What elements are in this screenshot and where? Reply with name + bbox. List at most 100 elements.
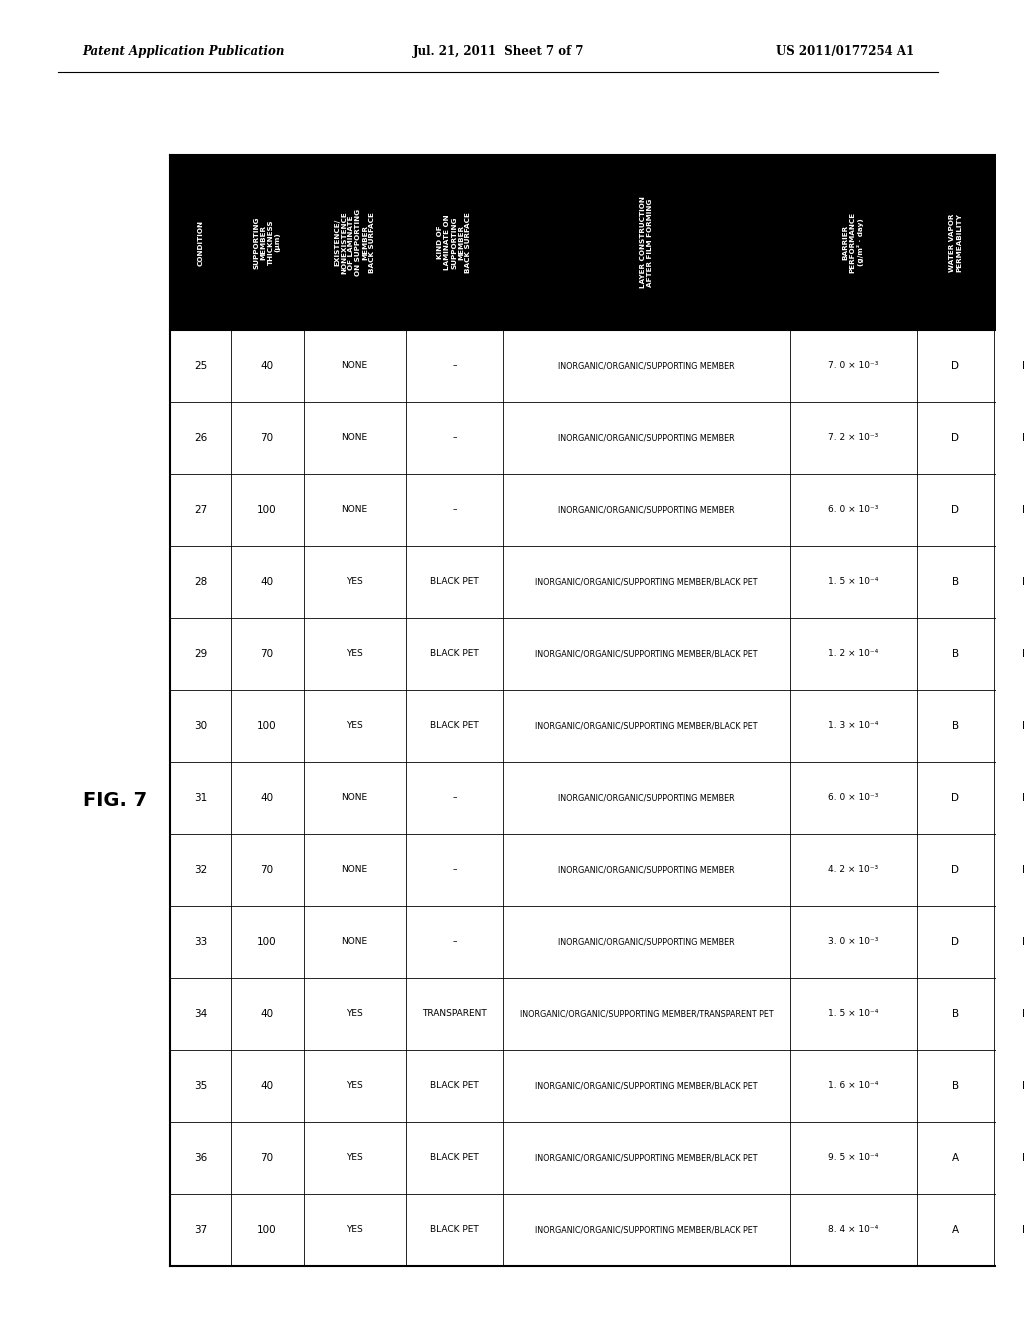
Text: 1. 5 × 10⁻⁴: 1. 5 × 10⁻⁴ xyxy=(828,578,879,586)
Text: B: B xyxy=(952,649,959,659)
Text: INORGANIC/ORGANIC/SUPPORTING MEMBER: INORGANIC/ORGANIC/SUPPORTING MEMBER xyxy=(558,433,735,442)
Text: D: D xyxy=(951,433,959,444)
Text: 28: 28 xyxy=(194,577,207,587)
Text: B: B xyxy=(1023,721,1024,731)
Bar xyxy=(916,690,994,762)
Text: –: – xyxy=(453,362,457,371)
Text: 31: 31 xyxy=(194,793,207,803)
Text: B: B xyxy=(1023,1225,1024,1236)
Bar xyxy=(503,618,791,690)
Text: INORGANIC/ORGANIC/SUPPORTING MEMBER/TRANSPARENT PET: INORGANIC/ORGANIC/SUPPORTING MEMBER/TRAN… xyxy=(520,1010,773,1019)
Bar xyxy=(170,834,230,906)
Bar xyxy=(503,154,791,330)
Bar xyxy=(230,546,303,618)
Bar xyxy=(791,1195,916,1266)
Bar xyxy=(170,154,230,330)
Bar xyxy=(303,690,406,762)
Bar xyxy=(406,690,503,762)
Text: CONDITION: CONDITION xyxy=(198,219,204,265)
Text: 70: 70 xyxy=(260,649,273,659)
Bar xyxy=(303,1195,406,1266)
Text: YES: YES xyxy=(346,1154,364,1163)
Bar xyxy=(791,690,916,762)
Bar xyxy=(303,618,406,690)
Text: 70: 70 xyxy=(260,433,273,444)
Bar xyxy=(994,474,1024,546)
Bar xyxy=(303,546,406,618)
Text: 3. 0 × 10⁻³: 3. 0 × 10⁻³ xyxy=(828,937,879,946)
Bar xyxy=(170,1049,230,1122)
Text: BLACK PET: BLACK PET xyxy=(430,722,479,730)
Bar xyxy=(916,834,994,906)
Text: YES: YES xyxy=(346,1081,364,1090)
Text: D: D xyxy=(1022,793,1024,803)
Text: Jul. 21, 2011  Sheet 7 of 7: Jul. 21, 2011 Sheet 7 of 7 xyxy=(413,45,584,58)
Bar xyxy=(503,1049,791,1122)
Text: YES: YES xyxy=(346,1010,364,1019)
Text: INORGANIC/ORGANIC/SUPPORTING MEMBER/BLACK PET: INORGANIC/ORGANIC/SUPPORTING MEMBER/BLAC… xyxy=(536,649,758,659)
Bar xyxy=(303,330,406,403)
Bar xyxy=(303,834,406,906)
Bar xyxy=(406,474,503,546)
Bar xyxy=(406,762,503,834)
Bar xyxy=(230,690,303,762)
Text: 37: 37 xyxy=(194,1225,207,1236)
Text: 30: 30 xyxy=(194,721,207,731)
Text: 40: 40 xyxy=(260,1008,273,1019)
Bar xyxy=(406,906,503,978)
Bar xyxy=(170,762,230,834)
Bar xyxy=(994,690,1024,762)
Text: 25: 25 xyxy=(194,360,207,371)
Bar xyxy=(230,154,303,330)
Bar xyxy=(303,906,406,978)
Text: INORGANIC/ORGANIC/SUPPORTING MEMBER/BLACK PET: INORGANIC/ORGANIC/SUPPORTING MEMBER/BLAC… xyxy=(536,578,758,586)
Bar xyxy=(303,1049,406,1122)
Text: D: D xyxy=(1022,1008,1024,1019)
Bar xyxy=(994,1195,1024,1266)
Text: YES: YES xyxy=(346,649,364,659)
Text: INORGANIC/ORGANIC/SUPPORTING MEMBER: INORGANIC/ORGANIC/SUPPORTING MEMBER xyxy=(558,362,735,371)
Bar xyxy=(406,330,503,403)
Text: BLACK PET: BLACK PET xyxy=(430,578,479,586)
Bar xyxy=(791,1049,916,1122)
Bar xyxy=(230,834,303,906)
Bar xyxy=(406,1195,503,1266)
Text: –: – xyxy=(453,866,457,874)
Text: B: B xyxy=(952,577,959,587)
Text: BARRIER
PERFORMANCE
(g/m² · day): BARRIER PERFORMANCE (g/m² · day) xyxy=(843,213,864,273)
Text: 9. 5 × 10⁻⁴: 9. 5 × 10⁻⁴ xyxy=(828,1154,879,1163)
Bar xyxy=(503,906,791,978)
Text: 26: 26 xyxy=(194,433,207,444)
Bar xyxy=(406,834,503,906)
Text: Patent Application Publication: Patent Application Publication xyxy=(83,45,285,58)
Bar xyxy=(170,546,230,618)
Bar xyxy=(916,330,994,403)
Bar xyxy=(170,1195,230,1266)
Text: 40: 40 xyxy=(260,793,273,803)
Text: A: A xyxy=(952,1225,959,1236)
Text: INORGANIC/ORGANIC/SUPPORTING MEMBER/BLACK PET: INORGANIC/ORGANIC/SUPPORTING MEMBER/BLAC… xyxy=(536,722,758,730)
Bar xyxy=(503,474,791,546)
Text: 100: 100 xyxy=(257,937,276,946)
Bar xyxy=(791,546,916,618)
Bar xyxy=(503,1122,791,1195)
Text: A: A xyxy=(952,1152,959,1163)
Bar xyxy=(170,978,230,1049)
Text: D: D xyxy=(951,937,959,946)
Text: D: D xyxy=(1022,360,1024,371)
Text: 34: 34 xyxy=(194,1008,207,1019)
Bar xyxy=(994,330,1024,403)
Text: NONE: NONE xyxy=(342,866,368,874)
Bar xyxy=(791,330,916,403)
Text: KIND OF
LAMINATE ON
SUPPORTING
MEMBER
BACK SURFACE: KIND OF LAMINATE ON SUPPORTING MEMBER BA… xyxy=(437,213,471,273)
Bar xyxy=(503,690,791,762)
Text: D: D xyxy=(1022,937,1024,946)
Text: BLACK PET: BLACK PET xyxy=(430,1154,479,1163)
Text: 36: 36 xyxy=(194,1152,207,1163)
Text: D: D xyxy=(951,793,959,803)
Bar xyxy=(230,1195,303,1266)
Text: INORGANIC/ORGANIC/SUPPORTING MEMBER/BLACK PET: INORGANIC/ORGANIC/SUPPORTING MEMBER/BLAC… xyxy=(536,1081,758,1090)
Bar xyxy=(230,403,303,474)
Bar xyxy=(791,762,916,834)
Text: B: B xyxy=(1023,1081,1024,1092)
